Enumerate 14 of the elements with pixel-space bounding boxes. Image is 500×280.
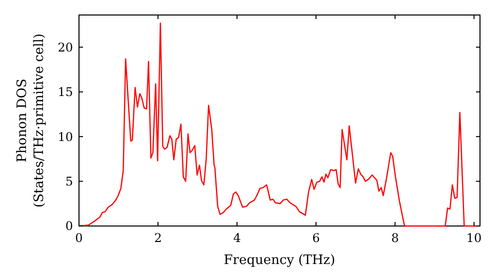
x-tick-label: 10 bbox=[466, 231, 482, 245]
y-tick-label: 15 bbox=[58, 85, 73, 100]
line-series bbox=[78, 22, 477, 227]
x-tick-label: 6 bbox=[312, 231, 320, 245]
x-tick-label: 8 bbox=[391, 231, 399, 245]
x-tick-label: 0 bbox=[75, 231, 83, 245]
y-tick-label: 5 bbox=[65, 174, 73, 188]
x-tick-label: 2 bbox=[154, 231, 162, 245]
y-tick-label: 10 bbox=[58, 130, 73, 144]
y-tick-label: 20 bbox=[58, 40, 73, 54]
x-axis-title: Frequency (THz) bbox=[224, 253, 336, 268]
x-tick-label: 4 bbox=[233, 231, 242, 245]
y-tick-label: 0 bbox=[65, 219, 73, 234]
y-axis-title: Phonon DOS (States/THz·primitive cell) bbox=[15, 33, 47, 208]
